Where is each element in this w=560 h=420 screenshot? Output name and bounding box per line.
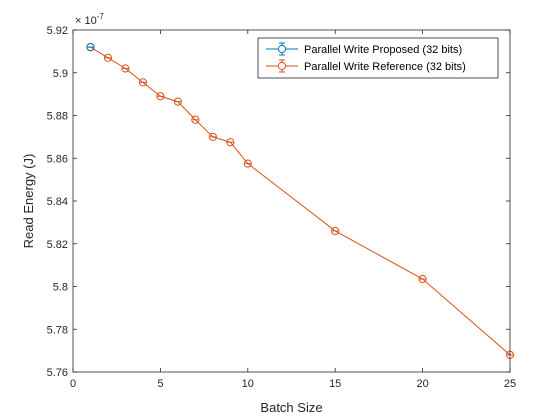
y-exponent-label: × 10-7 [75,12,104,27]
legend-entry-label: Parallel Write Reference (32 bits) [304,61,466,73]
legend: Parallel Write Proposed (32 bits) Paralle… [257,37,499,79]
data-point [191,115,200,124]
y-axis-label: Read Energy (J) [21,154,36,249]
data-point [331,226,340,236]
data-point [173,97,182,106]
y-tick-label: 5.76 [47,367,68,379]
tick-labels-layer: 0 5 10 15 20 25 5.76 5.78 5.8 5.82 5.84 5.86 5.88 5.9… [47,25,517,390]
y-tick-label: 5.78 [47,324,68,336]
x-tick-label: 5 [157,378,163,390]
y-tick-label: 5.86 [47,153,68,165]
data-point [208,132,217,141]
y-tick-label: 5.84 [47,196,68,208]
legend-marker [277,44,287,54]
x-axis-label: Batch Size [260,400,322,415]
x-tick-label: 10 [242,378,254,390]
data-point [121,64,130,73]
data-point [243,159,252,168]
data-point [156,92,165,101]
x-tick-label: 15 [329,378,341,390]
legend-marker [277,61,287,71]
ticks-layer [72,29,511,373]
y-tick-label: 5.9 [53,68,68,80]
series-layer [86,43,515,359]
plot-area [73,30,510,372]
y-tick-label: 5.92 [47,25,68,37]
x-tick-label: 0 [70,378,76,390]
data-point [418,274,427,284]
data-point [103,53,113,62]
data-point [138,78,148,87]
x-tick-label: 25 [504,378,516,390]
data-point [226,138,235,147]
series [86,43,95,52]
x-tick-label: 20 [416,378,428,390]
y-tick-label: 5.8 [53,282,68,294]
y-tick-label: 5.88 [47,111,68,123]
data-point [86,43,95,52]
legend-entry-label: Parallel Write Proposed (32 bits) [304,44,462,56]
y-tick-label: 5.82 [47,239,68,251]
legend-box [257,37,499,79]
